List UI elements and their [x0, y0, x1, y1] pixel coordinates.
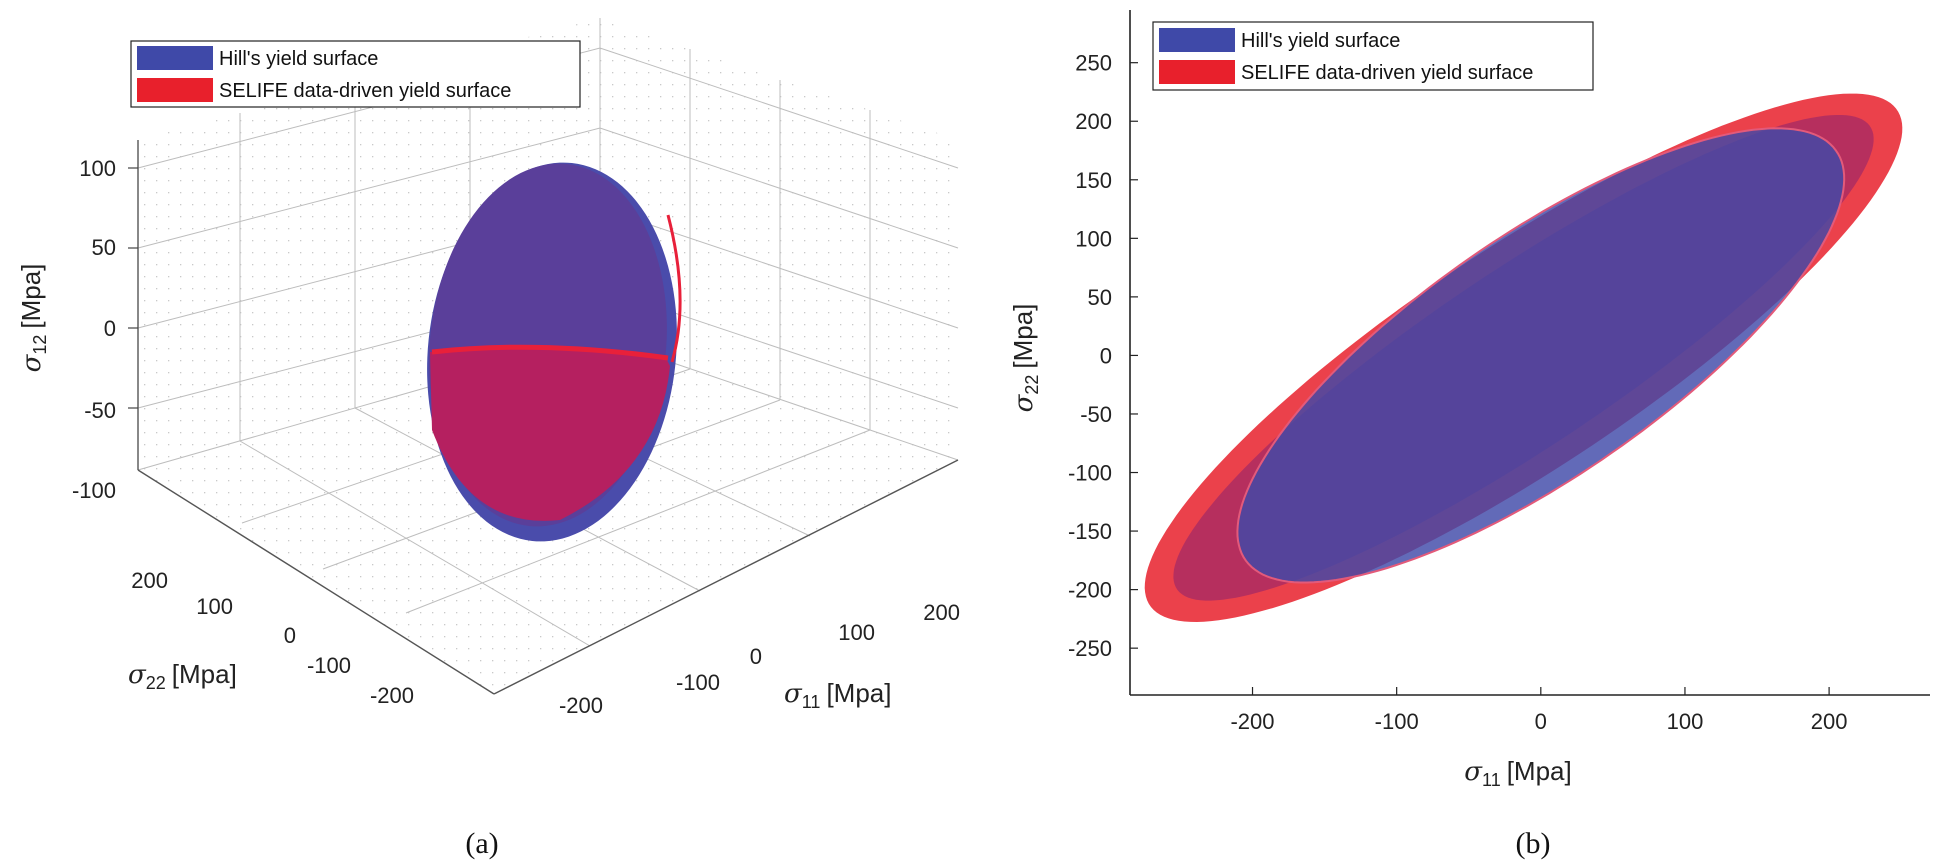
z-tick-marks: [128, 167, 138, 409]
legend-swatch-hill: [1159, 28, 1235, 52]
axes: -200 -100 0 100 200 250 200 150 100 50 0 -50 -100 -15…: [1068, 10, 1930, 734]
z-axis-label: σ12[Mpa]: [16, 264, 50, 373]
x-tick-label: -200: [1230, 709, 1274, 734]
y-tick-label: 100: [1075, 226, 1112, 251]
y-tick-label: 0: [284, 623, 296, 648]
panel-b-2d-chart: -200 -100 0 100 200 250 200 150 100 50 0 -50 -100 -15…: [1008, 10, 1930, 860]
legend-b: Hill's yield surface SELIFE data-driven …: [1152, 21, 1594, 91]
y-tick-label: 0: [1100, 343, 1112, 368]
hill-surface-area: [1236, 127, 1846, 584]
z-tick-label: 0: [104, 316, 116, 341]
x-tick-label: -100: [676, 670, 720, 695]
panel-a-3d-chart: 100 50 0 -50 -100 σ12[Mpa] 200 100 0 -10…: [16, 18, 960, 860]
x-axis-label: σ11 [Mpa]: [1464, 756, 1571, 790]
selife-surface-3d-rim: [431, 344, 669, 361]
selife-surface-3d: [430, 346, 670, 521]
z-tick-label: 50: [92, 235, 116, 260]
x-tick-label: 0: [1535, 709, 1547, 734]
y-tick-label: -100: [1068, 461, 1112, 486]
plot-area: [1144, 93, 1903, 623]
x-tick-label: 200: [1811, 709, 1848, 734]
legend-swatch-selife: [1159, 60, 1235, 84]
legend-label-hill: Hill's yield surface: [219, 48, 378, 70]
legend-label-selife: SELIFE data-driven yield surface: [219, 80, 511, 102]
legend-a: Hill's yield surface SELIFE data-driven …: [130, 40, 581, 108]
legend-label-selife: SELIFE data-driven yield surface: [1241, 62, 1533, 84]
y-tick-label: -200: [1068, 578, 1112, 603]
x-tick-label: 0: [750, 644, 762, 669]
y-tick-label: 100: [196, 594, 233, 619]
y-tick-label: -200: [370, 683, 414, 708]
surface-3d: [427, 162, 682, 542]
legend-label-hill: Hill's yield surface: [1241, 30, 1400, 52]
y-tick-label: -50: [1080, 402, 1112, 427]
z-tick-label: 100: [79, 156, 116, 181]
y-tick-label: 250: [1075, 51, 1112, 76]
y-tick-label: -150: [1068, 519, 1112, 544]
z-tick-label: -100: [72, 478, 116, 503]
panel-label-b: (b): [1516, 827, 1551, 860]
x-tick-label: 100: [838, 620, 875, 645]
x-tick-label: -100: [1375, 709, 1419, 734]
y-tick-label: -100: [307, 653, 351, 678]
x-tick-label: 100: [1667, 709, 1704, 734]
y-tick-label: 200: [1075, 109, 1112, 134]
grid-lines: [137, 18, 959, 647]
x-tick-label: -200: [559, 693, 603, 718]
z-tick-label: -50: [84, 398, 116, 423]
legend-swatch-selife: [137, 78, 213, 102]
y-tick-label: 200: [131, 568, 168, 593]
y-axis-label: σ22[Mpa]: [1008, 304, 1042, 413]
x-axis-label: σ11 [Mpa]: [784, 678, 891, 712]
x-tick-label: 200: [923, 600, 960, 625]
legend-swatch-hill: [137, 46, 213, 70]
y-tick-label: -250: [1068, 636, 1112, 661]
panel-label-a: (a): [465, 827, 498, 860]
y-tick-label: 150: [1075, 168, 1112, 193]
box-edges: [137, 140, 959, 695]
y-tick-label: 50: [1088, 285, 1112, 310]
y-axis-label: σ22[Mpa]: [128, 659, 237, 693]
selife-surface-3d-edge: [666, 214, 682, 363]
